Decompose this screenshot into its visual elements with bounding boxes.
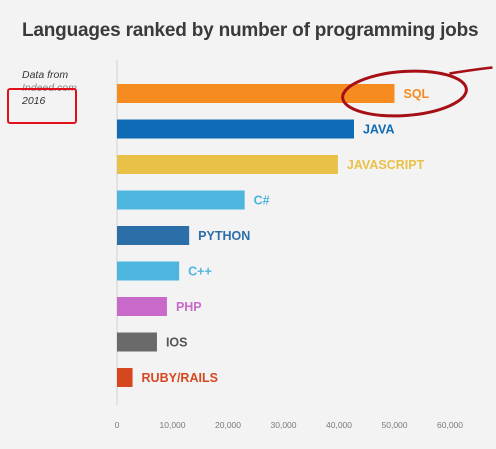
highlight-box [7,88,77,124]
chart-title: Languages ranked by number of programmin… [22,20,479,41]
bar-label-ruby-rails: RUBY/RAILS [142,371,218,385]
x-tick-label: 40,000 [326,420,352,430]
bar-label-sql: SQL [404,87,430,101]
bar-label-java: JAVA [363,123,395,137]
bar-label-c-: C# [254,194,270,208]
bar-php [117,297,167,316]
highlight-ellipse [341,69,468,118]
bar-label-ios: IOS [166,336,188,350]
x-tick-label: 30,000 [271,420,297,430]
bar-label-python: PYTHON [198,229,250,243]
bar-ios [117,332,157,352]
x-tick-label: 0 [115,420,120,430]
bar-java [117,119,354,139]
bar-label-php: PHP [176,300,202,314]
x-tick-label: 20,000 [215,420,241,430]
x-tick-label: 60,000 [437,420,463,430]
bar-python [117,226,190,245]
bar-javascript [117,155,338,174]
bar-c- [117,261,180,281]
source-note-line-3: 2016 [22,95,46,107]
x-tick-label: 10,000 [160,420,186,430]
bar-c- [117,190,245,210]
highlight-ellipse-tail [449,66,493,75]
source-note-line-1: Data from [22,69,69,81]
x-tick-label: 50,000 [382,420,408,430]
bar-label-c-: C++ [188,265,212,279]
bar-sql [117,84,395,103]
bar-ruby-rails [117,368,133,387]
source-note: Data from Indeed.com 2016 [22,69,102,108]
bar-label-javascript: JAVASCRIPT [347,158,425,172]
